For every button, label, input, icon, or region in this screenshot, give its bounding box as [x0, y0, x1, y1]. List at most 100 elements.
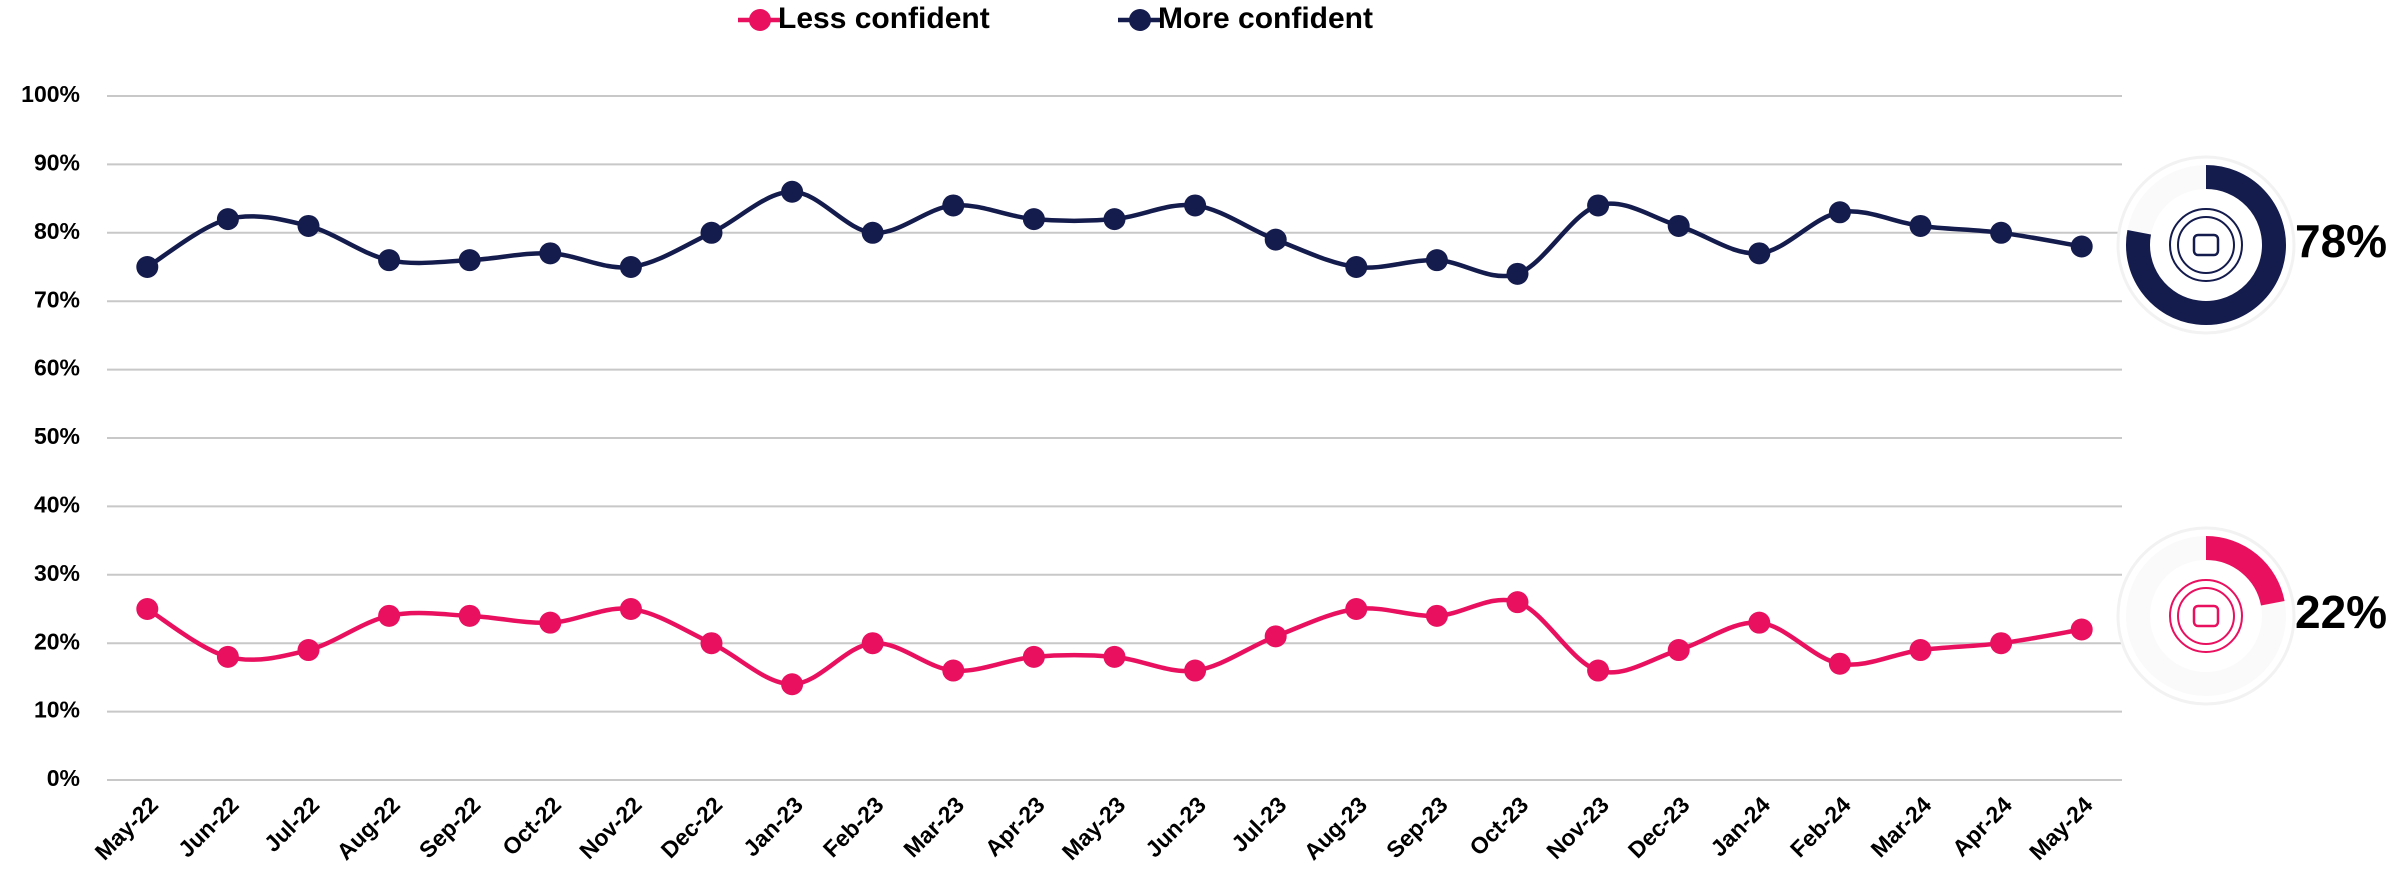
x-tick-label: Mar-24 — [1866, 791, 1937, 862]
data-point — [1828, 652, 1851, 675]
data-point — [1264, 625, 1287, 648]
x-tick-label: Apr-24 — [1947, 791, 2017, 861]
legend-marker — [749, 9, 771, 31]
data-point — [1264, 228, 1287, 251]
x-tick-label: Jun-22 — [173, 791, 244, 862]
data-point — [297, 639, 320, 662]
y-tick-label: 70% — [34, 286, 80, 312]
data-point — [1103, 645, 1126, 668]
y-tick-label: 10% — [34, 697, 80, 723]
data-point — [216, 645, 239, 668]
data-point — [458, 249, 481, 272]
y-tick-label: 40% — [34, 491, 80, 517]
data-point — [1667, 214, 1690, 237]
x-tick-label: Nov-22 — [574, 791, 647, 864]
data-point — [1506, 262, 1529, 285]
thumb-icon — [2192, 604, 2220, 628]
data-point — [136, 598, 159, 620]
x-tick-label: Feb-23 — [818, 791, 889, 862]
data-point — [700, 632, 723, 655]
x-tick-label: Jul-22 — [259, 791, 324, 856]
icon-ring — [2177, 587, 2235, 645]
callout-label: 78% — [2295, 215, 2387, 267]
data-point — [1345, 598, 1368, 620]
icon-ring — [2169, 579, 2243, 653]
data-point — [1506, 591, 1529, 614]
x-tick-label: Sep-22 — [414, 791, 486, 863]
x-tick-label: Jul-23 — [1226, 791, 1291, 856]
data-point — [1425, 604, 1448, 627]
data-point — [1103, 208, 1126, 231]
data-point — [1022, 208, 1045, 231]
data-point — [1022, 645, 1045, 668]
series-line — [146, 189, 2083, 279]
y-tick-label: 50% — [34, 423, 80, 449]
x-tick-label: Apr-23 — [980, 791, 1050, 861]
data-point — [297, 214, 320, 237]
x-tick-label: Nov-23 — [1541, 791, 1614, 864]
legend-label: More confident — [1158, 2, 1373, 35]
data-point — [1828, 201, 1851, 224]
icon-ring — [2169, 208, 2243, 282]
data-point — [539, 611, 562, 634]
data-point — [1990, 221, 2013, 244]
data-point — [1990, 632, 2013, 655]
x-tick-label: Jan-23 — [738, 791, 808, 861]
x-tick-label: Oct-22 — [497, 791, 566, 860]
data-point — [1667, 639, 1690, 662]
thumb-icon — [2192, 233, 2220, 257]
x-tick-label: Oct-23 — [1464, 791, 1533, 860]
callout-label: 22% — [2295, 586, 2387, 638]
data-point — [1587, 194, 1610, 217]
legend-label: Less confident — [778, 2, 990, 35]
y-tick-label: 80% — [34, 218, 80, 244]
y-tick-label: 20% — [34, 628, 80, 654]
data-point — [1425, 249, 1448, 272]
donut-arc — [2205, 536, 2285, 607]
x-tick-label: Aug-22 — [331, 791, 405, 865]
data-point — [781, 673, 804, 696]
donut-arc — [2126, 165, 2286, 325]
data-point — [781, 180, 804, 203]
data-point — [378, 604, 401, 627]
data-point — [2070, 618, 2093, 641]
x-tick-label: May-23 — [1057, 791, 1131, 865]
x-tick-label: May-24 — [2024, 791, 2098, 865]
data-point — [458, 604, 481, 627]
y-tick-label: 100% — [21, 81, 80, 107]
data-point — [1909, 639, 1932, 662]
data-point — [1184, 194, 1207, 217]
data-point — [619, 256, 642, 278]
data-point — [136, 256, 159, 278]
x-tick-label: Jun-23 — [1140, 791, 1211, 862]
y-tick-label: 30% — [34, 560, 80, 586]
x-tick-label: Mar-23 — [898, 791, 969, 862]
data-point — [619, 598, 642, 620]
data-point — [1345, 256, 1368, 278]
data-point — [1748, 242, 1771, 265]
icon-ring — [2177, 216, 2235, 274]
data-point — [378, 249, 401, 272]
data-point — [1909, 214, 1932, 237]
data-point — [539, 242, 562, 265]
y-tick-label: 0% — [47, 765, 80, 791]
data-point — [861, 221, 884, 244]
data-point — [1748, 611, 1771, 634]
data-point — [2070, 235, 2093, 258]
data-point — [216, 208, 239, 231]
series-line — [146, 597, 2083, 687]
y-tick-label: 90% — [34, 149, 80, 175]
x-tick-label: May-22 — [90, 791, 164, 865]
data-point — [1184, 659, 1207, 682]
x-tick-label: Jan-24 — [1705, 791, 1775, 861]
x-tick-label: Aug-23 — [1299, 791, 1373, 865]
x-tick-label: Dec-23 — [1623, 791, 1695, 863]
x-tick-label: Dec-22 — [656, 791, 728, 863]
data-point — [942, 659, 965, 682]
data-point — [942, 194, 965, 217]
data-point — [1587, 659, 1610, 682]
x-tick-label: Feb-24 — [1785, 791, 1856, 862]
data-point — [861, 632, 884, 655]
x-tick-label: Sep-23 — [1381, 791, 1453, 863]
